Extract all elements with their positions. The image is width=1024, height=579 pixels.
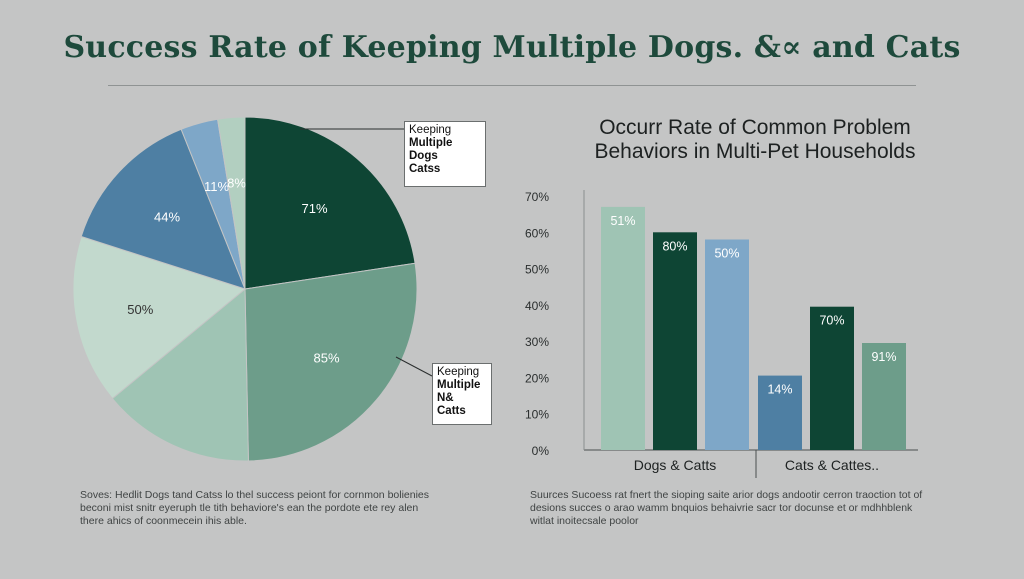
x-category-label: Cats & Cattes..: [785, 457, 879, 473]
y-tick-label: 60%: [525, 226, 549, 240]
pie-slice-label: 85%: [313, 351, 339, 366]
pie-slice-label: 71%: [301, 201, 327, 216]
bar: [758, 375, 802, 450]
pie-slice-label: 11%: [204, 179, 229, 194]
callout-line: Catss: [409, 163, 441, 175]
bar-value-label: 70%: [819, 314, 844, 328]
pie-slice: [80, 128, 246, 290]
pie-callout-top: Keeping Multiple Dogs Catss: [404, 121, 486, 187]
pie-callout-bottom: Keeping Multiple N& Catts: [432, 363, 492, 425]
pie-slice: [180, 118, 246, 290]
bar-footnote: Suurces Sucoess rat fnert the sioping sa…: [530, 489, 923, 527]
bar-chart-title: Occurr Rate of Common Problem Behaviors …: [594, 116, 916, 163]
callout-line: Dogs: [409, 150, 438, 162]
y-tick-label: 40%: [525, 299, 549, 313]
bar: [653, 232, 697, 450]
callout-line: Keeping: [409, 124, 452, 136]
bar-value-label: 80%: [662, 239, 687, 253]
bar: [810, 306, 854, 450]
pie-slice: [217, 116, 246, 290]
pie-slice-label: 44%: [154, 209, 180, 224]
bar: [705, 239, 749, 450]
x-category-label: Dogs & Catts: [634, 457, 716, 473]
bar-value-label: 51%: [610, 214, 635, 228]
bar: [862, 343, 906, 450]
callout-line: Catts: [437, 405, 466, 417]
callout-line: Keeping: [437, 366, 480, 378]
title-divider: [108, 85, 916, 86]
y-tick-label: 30%: [525, 335, 549, 349]
bar-value-label: 50%: [714, 247, 739, 261]
y-tick-label: 0%: [532, 444, 550, 458]
pie-slice: [72, 235, 247, 400]
pie-slice-label: 8%: [227, 176, 246, 191]
bar-value-label: 91%: [871, 350, 896, 364]
y-tick-label: 20%: [525, 371, 549, 385]
pie-slice-label: 50%: [127, 302, 153, 317]
pie-slice: [244, 116, 416, 290]
bar-value-label: 14%: [767, 383, 792, 397]
y-tick-label: 10%: [525, 408, 549, 422]
pie-slice: [111, 287, 249, 462]
y-tick-label: 50%: [525, 263, 549, 277]
main-title: Success Rate of Keeping Multiple Dogs. &…: [63, 30, 961, 65]
y-tick-label: 70%: [525, 190, 549, 204]
bar: [601, 206, 645, 450]
pie-footnote: Soves: Hedlit Dogs tand Catss lo thel su…: [80, 489, 430, 527]
callout-line: Multiple: [437, 379, 481, 391]
pie-slice: [244, 262, 418, 462]
callout-leader-line: [395, 356, 433, 377]
callout-line: Multiple: [409, 137, 453, 149]
callout-line: N&: [437, 392, 454, 404]
